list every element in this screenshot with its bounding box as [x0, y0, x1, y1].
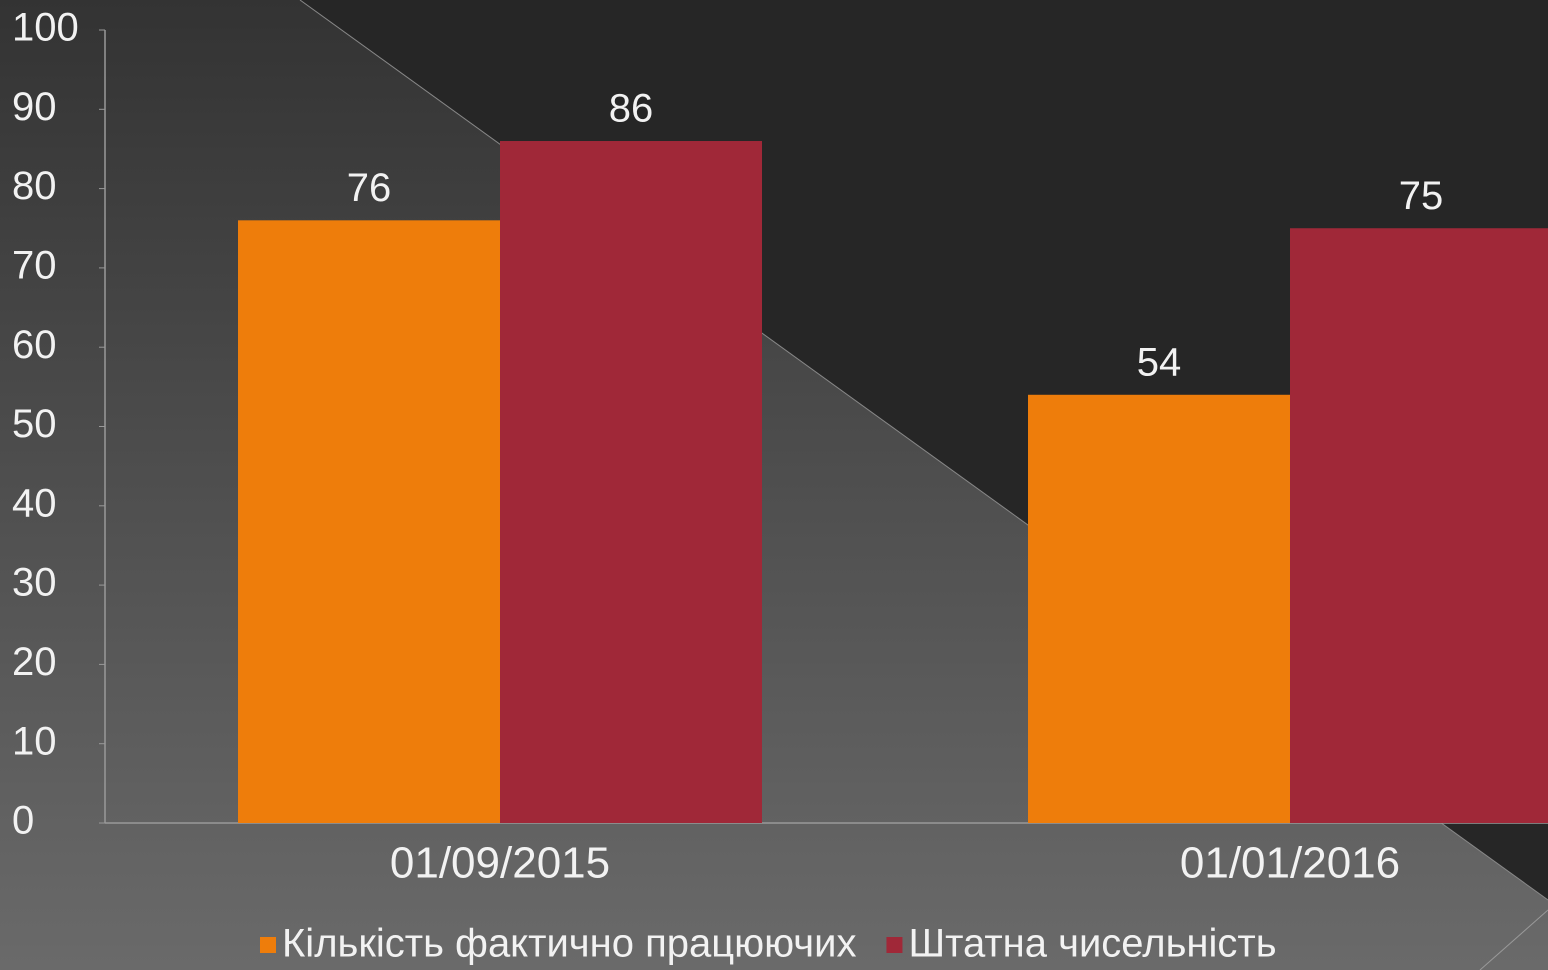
legend-swatch — [260, 937, 276, 953]
y-tick-label: 60 — [12, 323, 57, 367]
y-tick-label: 0 — [12, 799, 34, 843]
legend-swatch — [886, 937, 903, 953]
bar — [1028, 394, 1290, 823]
bar — [1290, 228, 1548, 823]
y-tick-label: 20 — [12, 640, 57, 684]
legend-label: Кількість фактично працюючих — [282, 922, 856, 966]
y-tick-label: 90 — [12, 85, 57, 129]
y-tick-label: 50 — [12, 402, 57, 446]
y-tick-label: 10 — [12, 719, 57, 763]
y-tick-label: 30 — [12, 561, 57, 605]
y-tick-label: 70 — [12, 243, 57, 287]
data-label: 75 — [1399, 174, 1444, 218]
y-tick-label: 40 — [12, 481, 57, 525]
legend-label: Штатна чисельність — [908, 922, 1276, 966]
x-tick-label: 01/09/2015 — [390, 839, 610, 888]
data-label: 86 — [609, 87, 654, 131]
data-label: 54 — [1137, 340, 1182, 384]
bar — [500, 141, 762, 823]
y-tick-label: 100 — [12, 6, 79, 50]
x-tick-label: 01/01/2016 — [1180, 839, 1400, 888]
y-tick-label: 80 — [12, 164, 57, 208]
decor-line — [1479, 909, 1548, 970]
data-label: 76 — [347, 166, 392, 210]
bar — [238, 220, 500, 823]
